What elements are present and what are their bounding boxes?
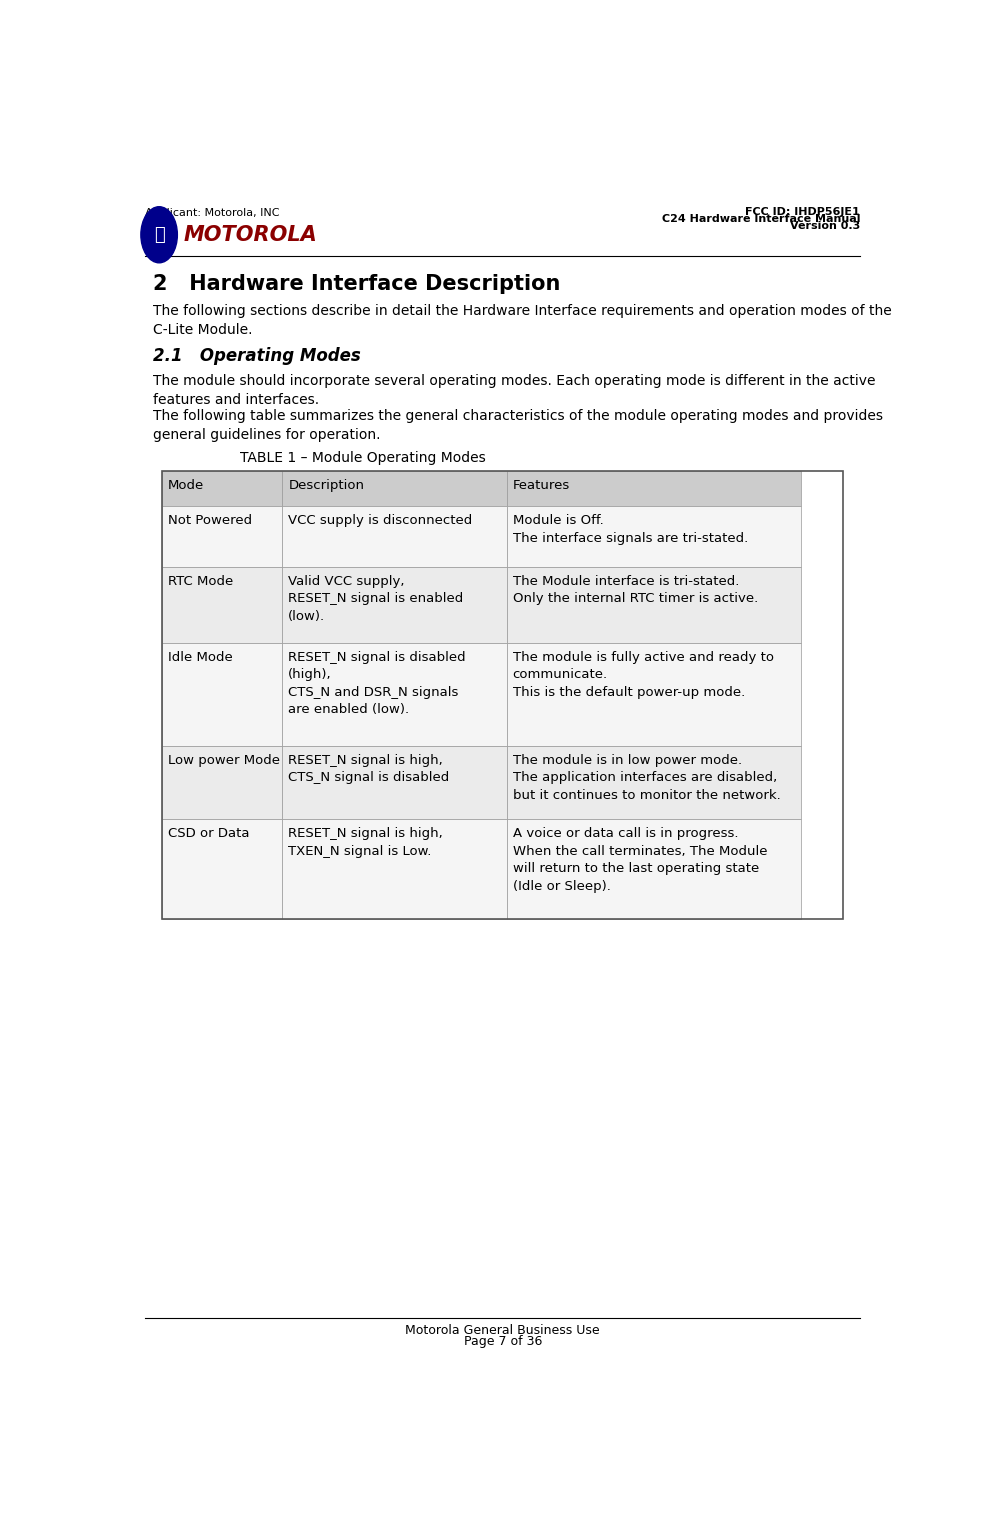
Text: The module is fully active and ready to
communicate.
This is the default power-u: The module is fully active and ready to … xyxy=(513,651,774,698)
Bar xyxy=(283,471,506,505)
Bar xyxy=(162,505,283,566)
Text: Motorola General Business Use: Motorola General Business Use xyxy=(405,1324,600,1337)
Bar xyxy=(506,642,800,745)
Circle shape xyxy=(141,206,178,263)
Bar xyxy=(162,471,844,918)
Text: TABLE 1 – Module Operating Modes: TABLE 1 – Module Operating Modes xyxy=(240,451,487,465)
Text: A voice or data call is in progress.
When the call terminates, The Module
will r: A voice or data call is in progress. Whe… xyxy=(513,827,767,893)
Bar xyxy=(283,820,506,918)
Text: The module should incorporate several operating modes. Each operating mode is di: The module should incorporate several op… xyxy=(153,373,875,407)
Text: Low power Mode: Low power Mode xyxy=(169,754,281,767)
Text: Features: Features xyxy=(513,480,570,492)
Text: Not Powered: Not Powered xyxy=(169,515,252,527)
Bar xyxy=(506,745,800,820)
Text: Page 7 of 36: Page 7 of 36 xyxy=(464,1334,542,1348)
Text: CSD or Data: CSD or Data xyxy=(169,827,250,841)
Text: Description: Description xyxy=(288,480,364,492)
Bar xyxy=(283,745,506,820)
Bar xyxy=(506,505,800,566)
Text: RESET_N signal is high,
CTS_N signal is disabled: RESET_N signal is high, CTS_N signal is … xyxy=(288,754,449,785)
Bar xyxy=(506,820,800,918)
Text: RTC Mode: RTC Mode xyxy=(169,575,233,587)
Text: The following sections describe in detail the Hardware Interface requirements an: The following sections describe in detai… xyxy=(153,304,892,337)
Text: Version 0.3: Version 0.3 xyxy=(790,222,860,231)
Bar xyxy=(283,566,506,642)
Text: RESET_N signal is disabled
(high),
CTS_N and DSR_N signals
are enabled (low).: RESET_N signal is disabled (high), CTS_N… xyxy=(288,651,466,716)
Text: RESET_N signal is high,
TXEN_N signal is Low.: RESET_N signal is high, TXEN_N signal is… xyxy=(288,827,443,858)
Bar xyxy=(283,505,506,566)
Text: 2.1   Operating Modes: 2.1 Operating Modes xyxy=(153,348,361,364)
Bar xyxy=(506,471,800,505)
Text: Idle Mode: Idle Mode xyxy=(169,651,233,663)
Bar xyxy=(283,642,506,745)
Text: Applicant: Motorola, INC: Applicant: Motorola, INC xyxy=(145,208,280,219)
Bar xyxy=(162,471,283,505)
Text: The following table summarizes the general characteristics of the module operati: The following table summarizes the gener… xyxy=(153,408,883,442)
Bar xyxy=(162,642,283,745)
Text: FCC ID: IHDP56JE1: FCC ID: IHDP56JE1 xyxy=(746,208,860,217)
Text: MOTOROLA: MOTOROLA xyxy=(183,225,317,244)
Bar xyxy=(162,820,283,918)
Text: C24 Hardware Interface Manual: C24 Hardware Interface Manual xyxy=(661,214,860,225)
Text: The module is in low power mode.
The application interfaces are disabled,
but it: The module is in low power mode. The app… xyxy=(513,754,781,802)
Text: VCC supply is disconnected: VCC supply is disconnected xyxy=(288,515,473,527)
Text: 2   Hardware Interface Description: 2 Hardware Interface Description xyxy=(153,275,560,294)
Text: Module is Off.
The interface signals are tri-stated.: Module is Off. The interface signals are… xyxy=(513,515,748,545)
Text: Valid VCC supply,
RESET_N signal is enabled
(low).: Valid VCC supply, RESET_N signal is enab… xyxy=(288,575,464,622)
Text: The Module interface is tri-stated.
Only the internal RTC timer is active.: The Module interface is tri-stated. Only… xyxy=(513,575,758,606)
Bar xyxy=(506,566,800,642)
Bar xyxy=(162,745,283,820)
Bar xyxy=(162,566,283,642)
Text: Mode: Mode xyxy=(169,480,204,492)
Text: Ⓜ: Ⓜ xyxy=(154,226,165,244)
